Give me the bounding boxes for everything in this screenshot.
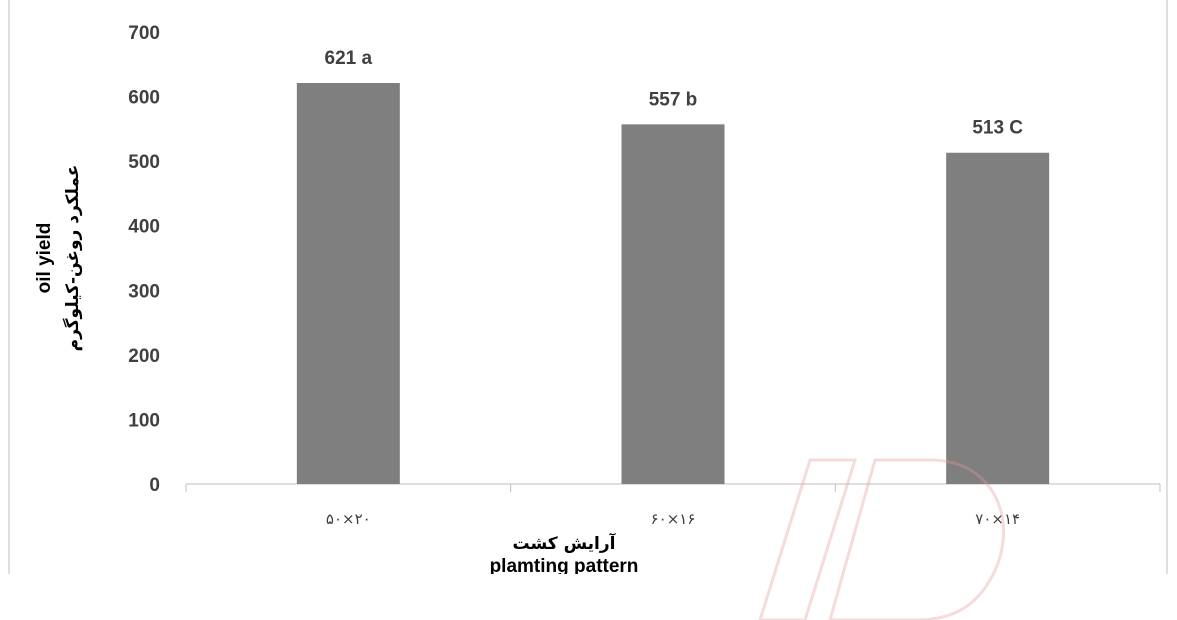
y-tick-label: 0 (149, 475, 160, 496)
y-tick-label: 100 (128, 410, 160, 431)
y-axis-tick-labels: 0 100 200 300 400 500 600 700 (128, 23, 160, 496)
y-tick-label: 700 (128, 23, 160, 44)
bar (296, 83, 400, 485)
x-axis-title: plamting pattern (490, 556, 639, 574)
data-label: 513 C (972, 118, 1023, 139)
y-tick-label: 300 (128, 281, 160, 302)
x-axis-title-fa: آرایش کشت (513, 532, 617, 554)
data-label: 621 a (325, 48, 373, 69)
y-tick-label: 600 (128, 88, 160, 109)
y-tick-label: 400 (128, 217, 160, 238)
y-axis-title-fa-group: عملکرد روغن-کیلوگرم (62, 165, 83, 352)
y-tick-label: 500 (128, 152, 160, 173)
bar (621, 124, 725, 484)
x-category-label: ۶۰×۱۶ (651, 510, 696, 528)
bar (946, 152, 1050, 484)
bar-series (296, 83, 1050, 485)
y-axis-title: oil yield (34, 223, 55, 294)
y-tick-label: 200 (128, 346, 160, 367)
bar-chart: 0 100 200 300 400 500 600 700 621 a 557 b 513 C ۵… (8, 0, 1168, 574)
y-axis-title-group: oil yield (34, 223, 55, 294)
x-category-label: ۷۰×۱۴ (975, 510, 1020, 528)
y-axis-title-fa: عملکرد روغن-کیلوگرم (62, 165, 83, 352)
x-axis-category-labels: ۵۰×۲۰ ۶۰×۱۶ ۷۰×۱۴ (326, 510, 1020, 528)
x-category-label: ۵۰×۲۰ (326, 510, 371, 528)
data-labels: 621 a 557 b 513 C (325, 48, 1024, 139)
x-axis (185, 483, 1161, 492)
data-label: 557 b (649, 89, 698, 110)
